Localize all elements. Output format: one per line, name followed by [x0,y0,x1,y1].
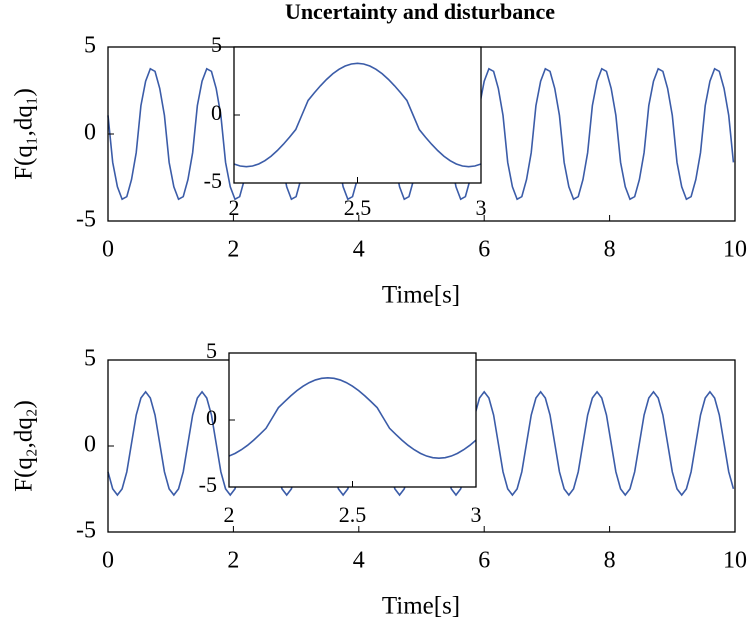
x-tick-label: 8 [604,548,616,574]
x-tick-label: 10 [723,548,747,574]
x-tick-label: 4 [353,548,365,574]
x-tick-label: 2.5 [344,195,372,220]
data-line [228,376,477,459]
x-tick-label: 2 [224,502,235,527]
y-tick-label: 5 [206,338,217,363]
y-tick-label: -5 [204,168,222,193]
y-tick-label: -5 [76,207,96,233]
x-tick-label: 6 [478,237,490,263]
chart-title: Uncertainty and disturbance [285,0,555,24]
x-tick-label: 2 [227,237,239,263]
x-tick-label: 6 [478,548,490,574]
y-tick-label: 5 [84,33,96,59]
plot-area [229,353,476,487]
y-axis-label: F(q₁,dq₁) [11,88,38,180]
x-tick-label: 8 [604,237,616,263]
x-tick-label: 3 [476,195,487,220]
x-tick-label: 2 [227,548,239,574]
y-tick-label: -5 [199,472,217,497]
y-tick-label: 0 [211,100,222,125]
plot-area [234,47,481,183]
x-axis-label: Time[s] [382,593,460,620]
x-tick-label: 0 [102,237,114,263]
x-tick-label: 2 [229,195,240,220]
y-tick-label: 5 [84,346,96,372]
data-line [233,62,482,168]
y-tick-label: 0 [84,432,96,458]
x-axis-label: Time[s] [382,282,460,309]
y-tick-label: 5 [211,32,222,57]
x-tick-label: 0 [102,548,114,574]
y-tick-label: -5 [76,518,96,544]
y-tick-label: 0 [84,120,96,146]
x-tick-label: 3 [471,502,482,527]
x-tick-label: 10 [723,237,747,263]
y-axis-label: F(q₂,dq₂) [11,400,38,492]
x-tick-label: 4 [353,237,365,263]
y-tick-label: 0 [206,405,217,430]
x-tick-label: 2.5 [339,502,367,527]
